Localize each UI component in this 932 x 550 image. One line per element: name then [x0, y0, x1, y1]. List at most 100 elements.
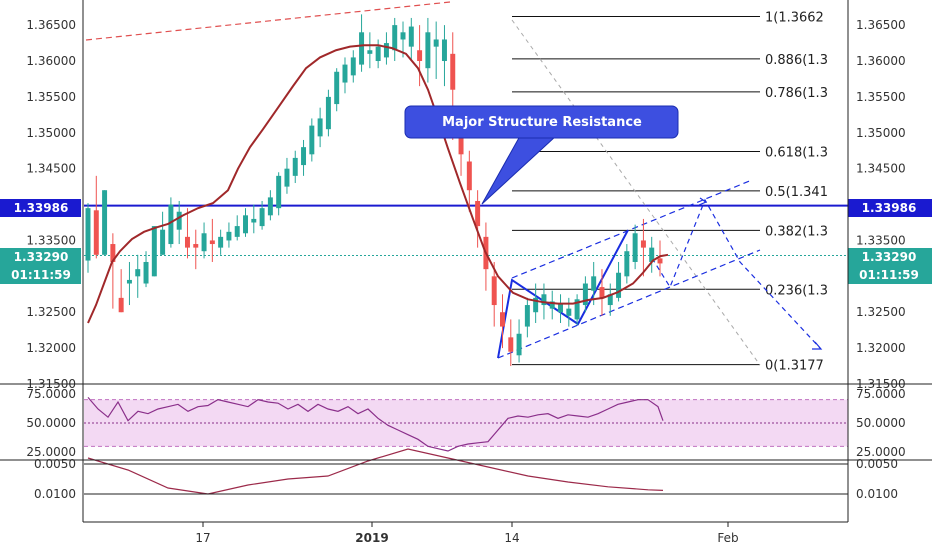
candle-body — [334, 71, 340, 105]
rsi-tick-right: 75.0000 — [856, 387, 906, 401]
candle-body — [126, 279, 132, 284]
time-axis[interactable]: 17 2019 14 Feb — [195, 522, 739, 545]
candle-body — [591, 276, 597, 291]
price-tick-right: 1.33500 — [856, 233, 906, 247]
candle-body — [558, 303, 564, 313]
candle-body — [284, 168, 290, 187]
candle-body — [209, 240, 215, 245]
price-tick-left: 1.32500 — [26, 305, 76, 319]
candle-body — [582, 283, 588, 306]
candle-body — [458, 125, 464, 155]
price-tick-right: 1.35500 — [856, 90, 906, 104]
candle-body — [408, 26, 414, 47]
candle-body — [491, 276, 497, 306]
price-tick-right: 1.36000 — [856, 54, 906, 68]
resistance-badge-left: 1.33986 — [0, 199, 81, 217]
svg-text:01:11:59: 01:11:59 — [11, 268, 71, 282]
lower-tick-left: 0.0050 — [34, 457, 76, 471]
candle-body — [201, 233, 207, 252]
trendlines — [84, 1, 848, 366]
price-tick-left: 1.36500 — [26, 18, 76, 32]
candle-body — [93, 210, 99, 255]
candle-body — [259, 208, 265, 227]
price-tick-left: 1.34500 — [26, 162, 76, 176]
countdown-badge-right: 01:11:59 — [848, 266, 932, 284]
candlesticks — [85, 14, 663, 367]
lower-tick-right: 0.0100 — [856, 487, 898, 501]
candle-body — [176, 211, 182, 230]
price-axis-left: 1.36500 1.36000 1.35500 1.35000 1.34500 1.335… — [26, 18, 76, 391]
rsi-axis: 75.0000 75.0000 50.0000 50.0000 25.0000 25.00… — [26, 387, 905, 459]
svg-text:1.33986: 1.33986 — [862, 201, 917, 215]
candle-body — [400, 32, 406, 40]
candle-body — [607, 294, 613, 306]
rsi-pane[interactable]: 75.0000 75.0000 50.0000 50.0000 25.0000 25.00… — [26, 387, 905, 459]
price-tick-right: 1.36500 — [856, 18, 906, 32]
candle-body — [243, 215, 248, 234]
candle-body — [301, 147, 307, 166]
candle-body — [516, 333, 522, 356]
price-tick-right: 1.34500 — [856, 162, 906, 176]
candle-body — [218, 236, 224, 248]
candle-body — [541, 294, 547, 306]
candle-body — [226, 231, 232, 241]
fib-level-label: 0.5(1.341 — [765, 185, 828, 200]
candle-body — [342, 64, 348, 83]
candle-body — [367, 50, 373, 54]
candle-body — [640, 240, 646, 248]
rsi-line — [87, 396, 664, 452]
candle-body — [599, 287, 605, 298]
lower-tick-left: 0.0100 — [34, 487, 76, 501]
candle-body — [193, 244, 199, 248]
price-axis-right: 1.36500 1.36000 1.35500 1.35000 1.34500 1.335… — [856, 18, 906, 391]
candle-body — [234, 226, 240, 237]
candle-body — [102, 190, 108, 255]
candle-body — [417, 50, 423, 62]
upper-channel-line — [85, 1, 451, 41]
candle-body — [292, 157, 298, 176]
candle-body — [160, 229, 166, 255]
candle-body — [616, 272, 622, 298]
candle-body — [184, 236, 190, 248]
moving-average-line — [87, 44, 669, 324]
price-tick-right: 1.35000 — [856, 126, 906, 140]
candle-body — [110, 244, 116, 262]
candle-body — [251, 218, 257, 223]
candle-body — [85, 208, 91, 261]
lower-indicator-pane[interactable]: 0.0050 0.0050 0.0100 0.0100 — [34, 448, 898, 501]
rsi-tick-left: 50.0000 — [26, 416, 76, 430]
candle-body — [657, 258, 663, 264]
annotation-box — [404, 105, 679, 139]
projection-arrow-down — [812, 341, 823, 350]
candle-body — [466, 161, 472, 191]
candle-body — [276, 175, 282, 209]
candle-body — [441, 39, 447, 62]
channel-upper-line — [511, 179, 753, 279]
channel-lower-line — [497, 249, 761, 359]
candle-body — [267, 197, 273, 216]
fib-level-label: 0.236(1.3 — [765, 283, 828, 298]
svg-text:1.33986: 1.33986 — [14, 201, 69, 215]
candle-body — [574, 299, 580, 320]
price-tick-left: 1.36000 — [26, 54, 76, 68]
price-pane[interactable]: 1(1.3662 0.886(1.3 0.786(1.3 0.618(1.3 0.5(1… — [26, 1, 906, 391]
price-tick-left: 1.33500 — [26, 233, 76, 247]
time-tick-label: 17 — [195, 531, 210, 545]
time-tick-label: 14 — [504, 531, 519, 545]
fib-level-label: 0.886(1.3 — [765, 53, 828, 68]
lower-tick-right: 0.0050 — [856, 457, 898, 471]
rsi-tick-left: 75.0000 — [26, 387, 76, 401]
svg-text:1.33290: 1.33290 — [862, 250, 917, 264]
fibonacci-levels: 1(1.3662 0.886(1.3 0.786(1.3 0.618(1.3 0.5(1… — [512, 11, 828, 374]
candle-body — [350, 57, 356, 76]
candle-body — [383, 43, 389, 58]
price-tick-right: 1.32500 — [856, 305, 906, 319]
candle-body — [475, 200, 481, 227]
candle-body — [508, 337, 514, 352]
annotation-callout[interactable]: Major Structure Resistance — [404, 105, 679, 205]
price-tick-left: 1.35000 — [26, 126, 76, 140]
candle-body — [433, 39, 439, 47]
price-tick-left: 1.35500 — [26, 90, 76, 104]
candle-body — [649, 247, 655, 262]
